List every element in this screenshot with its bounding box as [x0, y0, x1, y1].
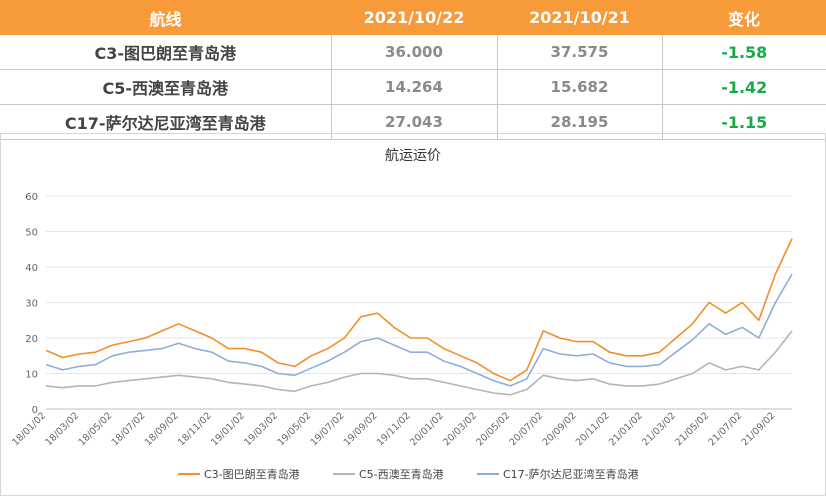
table-row: C17-萨尔达尼亚湾至青岛港 27.043 28.195 -1.15	[0, 104, 826, 140]
rate-value-previous: 15.682	[497, 69, 663, 105]
x-tick-label: 20/09/02	[541, 410, 579, 448]
route-name: C3-图巴朗至青岛港	[0, 35, 332, 70]
x-tick-label: 19/01/02	[209, 410, 247, 448]
table-row: C5-西澳至青岛港 14.264 15.682 -1.42	[0, 69, 826, 105]
x-tick-label: 19/03/02	[242, 410, 280, 448]
route-name: C5-西澳至青岛港	[0, 69, 332, 105]
x-tick-label: 19/09/02	[342, 410, 380, 448]
series-line-3	[45, 273, 793, 387]
x-tick-label: 18/09/02	[143, 410, 181, 448]
rate-value-current: 27.043	[331, 104, 498, 140]
y-tick-label: 0	[32, 405, 38, 416]
x-tick-label: 20/03/02	[441, 410, 479, 448]
freight-rate-table: 航线 2021/10/22 2021/10/21 变化 C3-图巴朗至青岛港 3…	[0, 0, 826, 140]
header-route: 航线	[0, 0, 331, 35]
legend-label: C3-图巴朗至青岛港	[204, 467, 300, 481]
x-tick-label: 21/09/02	[740, 410, 778, 448]
series-line-1	[45, 238, 793, 382]
table-row: C3-图巴朗至青岛港 36.000 37.575 -1.58	[0, 35, 826, 70]
legend-label: C17-萨尔达尼亚湾至青岛港	[503, 467, 639, 481]
x-tick-label: 21/07/02	[706, 410, 744, 448]
x-tick-label: 19/05/02	[275, 410, 313, 448]
series-line-2	[45, 330, 793, 396]
legend-label: C5-西澳至青岛港	[359, 467, 444, 481]
y-tick-label: 50	[25, 228, 38, 239]
x-tick-label: 18/11/02	[176, 410, 214, 448]
header-change: 变化	[662, 0, 826, 35]
x-tick-label: 21/03/02	[640, 410, 678, 448]
y-tick-label: 40	[25, 263, 38, 274]
y-tick-label: 20	[25, 334, 38, 345]
y-tick-label: 30	[25, 299, 38, 310]
x-tick-label: 20/11/02	[574, 410, 612, 448]
rate-value-previous: 28.195	[497, 104, 663, 140]
y-tick-label: 60	[25, 192, 38, 203]
route-name: C17-萨尔达尼亚湾至青岛港	[0, 104, 332, 140]
rate-value-previous: 37.575	[497, 35, 663, 70]
x-tick-label: 20/05/02	[474, 410, 512, 448]
rate-value-current: 14.264	[331, 69, 498, 105]
x-tick-label: 21/01/02	[607, 410, 645, 448]
x-tick-label: 18/07/02	[110, 410, 148, 448]
rate-change: -1.15	[662, 104, 826, 140]
chart-title: 航运运价	[385, 148, 441, 164]
x-tick-label: 19/07/02	[309, 410, 347, 448]
x-tick-label: 19/11/02	[375, 410, 413, 448]
x-tick-label: 20/01/02	[408, 410, 446, 448]
rate-change: -1.42	[662, 69, 826, 105]
y-tick-label: 10	[25, 370, 38, 381]
x-tick-label: 18/05/02	[76, 410, 114, 448]
x-tick-label: 18/01/02	[10, 410, 48, 448]
header-date-1: 2021/10/22	[331, 0, 497, 35]
x-tick-label: 18/03/02	[43, 410, 81, 448]
header-date-2: 2021/10/21	[497, 0, 662, 35]
x-tick-label: 20/07/02	[508, 410, 546, 448]
rate-value-current: 36.000	[331, 35, 498, 70]
x-tick-label: 21/05/02	[673, 410, 711, 448]
rate-change: -1.58	[662, 35, 826, 70]
table-header-row: 航线 2021/10/22 2021/10/21 变化	[0, 0, 826, 35]
